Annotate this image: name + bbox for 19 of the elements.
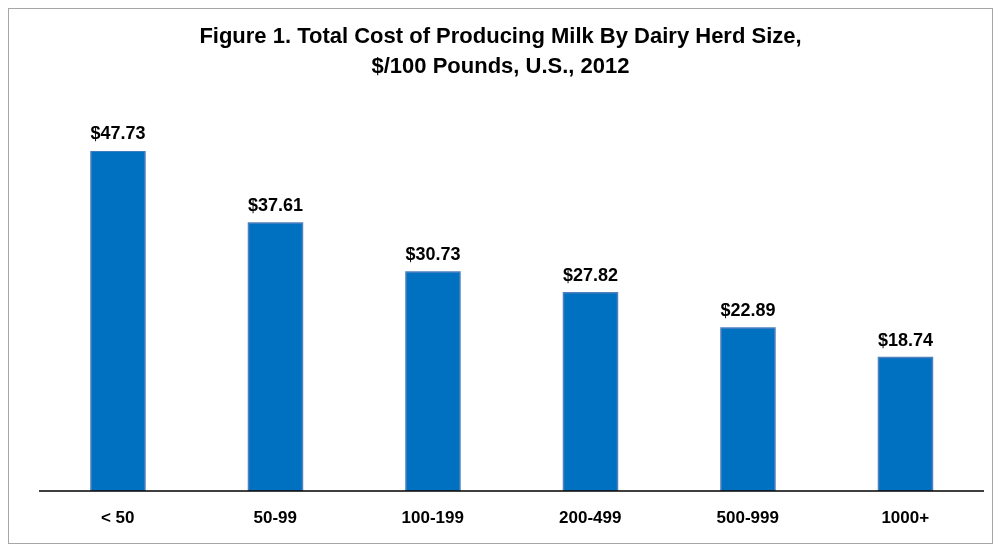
x-tick-label: 200-499 — [559, 508, 622, 528]
data-label: $47.73 — [90, 123, 146, 143]
x-tick-label: 100-199 — [401, 508, 464, 528]
x-tick-label: 500-999 — [716, 508, 779, 528]
bar — [90, 151, 146, 491]
data-label: $18.74 — [877, 329, 934, 350]
x-tick-label: < 50 — [100, 508, 135, 528]
bar — [562, 292, 619, 491]
data-label: $22.89 — [720, 299, 776, 320]
x-tick-label: 50-99 — [253, 508, 297, 528]
bar — [877, 356, 934, 491]
data-label: $37.61 — [247, 195, 304, 216]
data-label: $30.73 — [405, 244, 461, 265]
bar — [247, 222, 304, 491]
bar — [720, 327, 776, 491]
chart-title: Figure 1. Total Cost of Producing Milk By Dairy Herd Size, $/100 Pounds, U.S., 2012 — [198, 22, 803, 80]
bar — [405, 271, 461, 491]
data-label: $27.82 — [562, 264, 619, 285]
x-tick-label: 1000+ — [881, 508, 930, 528]
